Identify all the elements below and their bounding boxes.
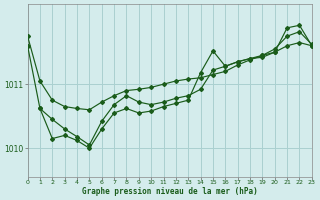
X-axis label: Graphe pression niveau de la mer (hPa): Graphe pression niveau de la mer (hPa) xyxy=(82,187,258,196)
